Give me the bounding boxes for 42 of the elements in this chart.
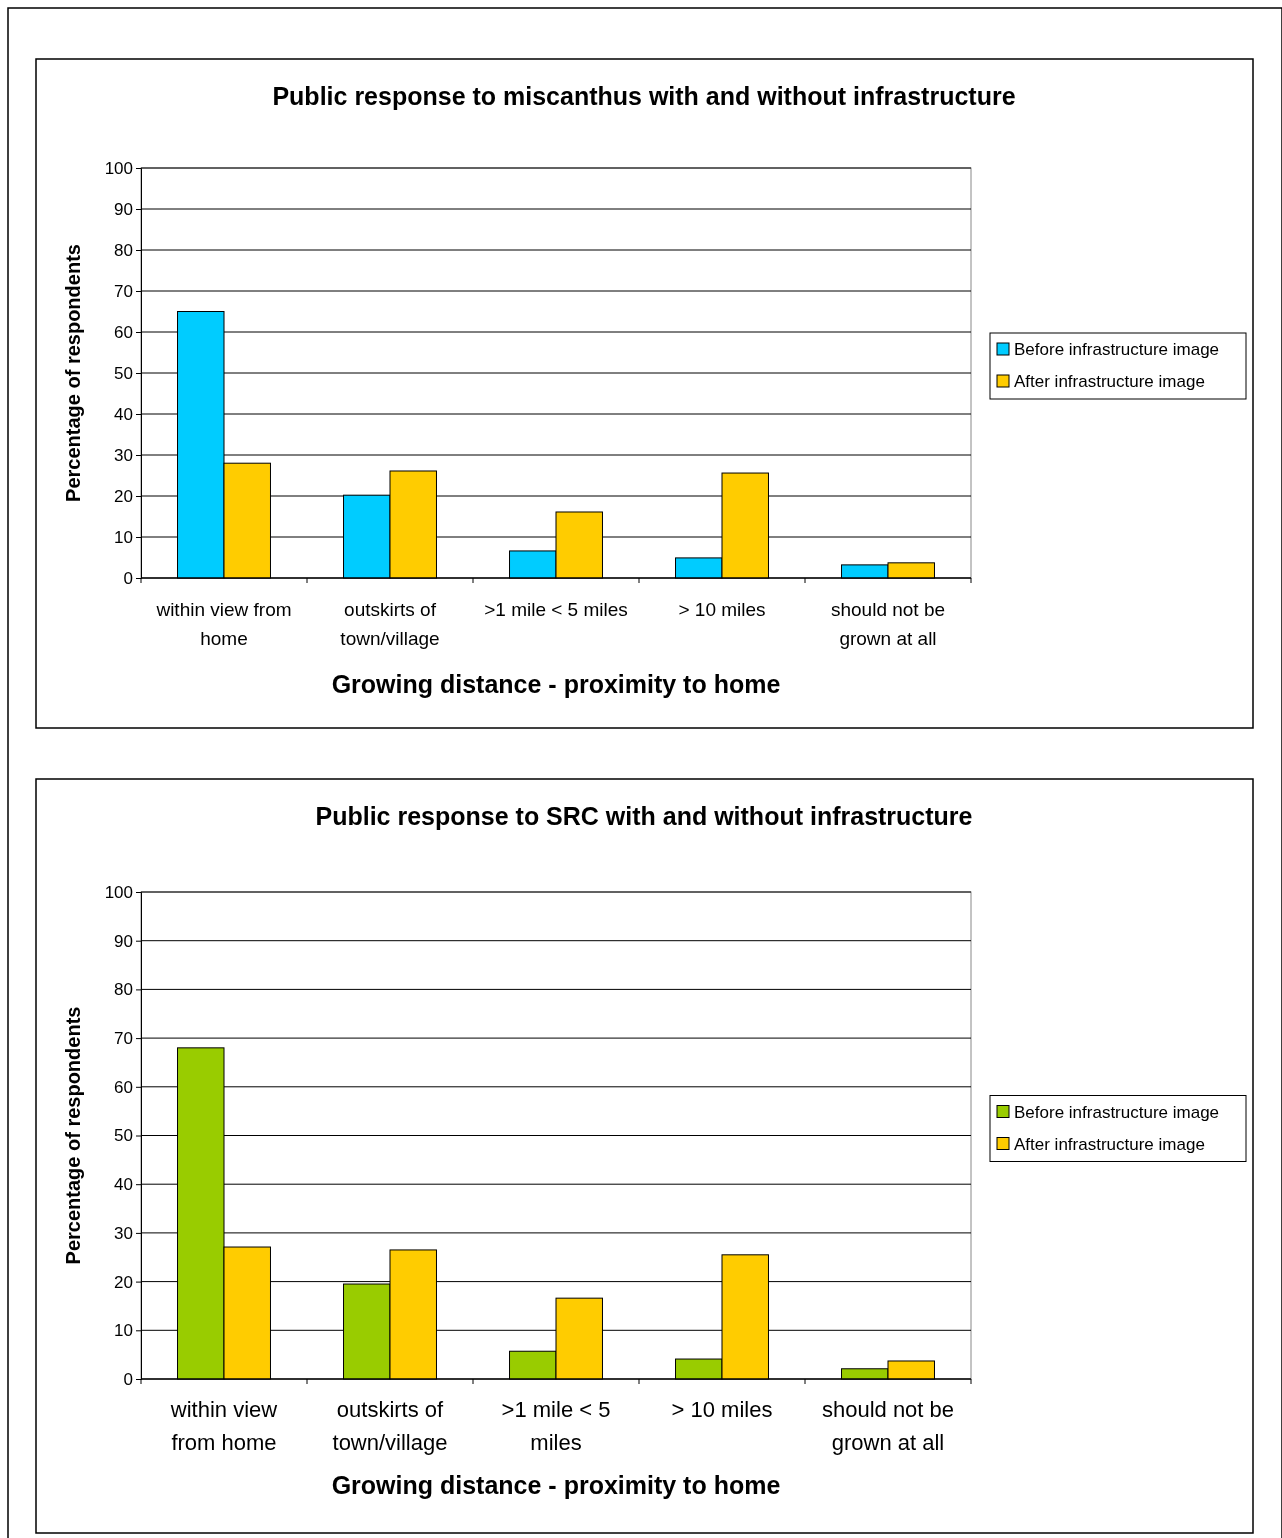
legend-label: After infrastructure image [1014,1134,1205,1154]
y-tick-label: 0 [123,1369,133,1389]
y-tick-label: 50 [114,363,133,383]
chart-title: Public response to SRC with and without infrastructure [315,802,973,830]
y-tick-label: 20 [114,486,133,506]
y-tick-label: 70 [114,281,133,301]
y-tick-label: 20 [114,1272,133,1292]
y-tick-label: 0 [123,568,133,588]
y-tick-label: 90 [114,931,133,951]
x-axis-title: Growing distance - proximity to home [331,1471,781,1499]
y-tick-label: 30 [114,445,133,465]
x-tick-label: >1 mile < 5 miles [484,599,628,620]
y-tick-label: 30 [114,1223,133,1243]
y-tick-label: 50 [114,1126,133,1146]
x-tick-label: should not be grown at all [830,599,946,649]
legend-label: Before infrastructure image [1014,1102,1220,1122]
y-axis-title: Percentage of respondents [62,244,84,502]
y-tick-label: 10 [114,1321,133,1341]
x-tick-label: outskirts of town/village [332,1397,448,1455]
x-tick-label: within view from home [155,599,292,649]
x-tick-label: > 10 miles [671,1397,773,1422]
y-tick-label: 10 [114,527,133,547]
y-tick-label: 60 [114,322,133,342]
x-tick-label: > 10 miles [678,599,766,620]
x-tick-label: outskirts of town/village [340,599,440,649]
y-tick-label: 100 [104,158,133,178]
y-tick-label: 100 [104,882,133,902]
y-tick-label: 60 [114,1077,133,1097]
y-tick-label: 70 [114,1029,133,1049]
y-axis-title: Percentage of respondents [62,1006,84,1265]
y-tick-label: 90 [114,199,133,219]
x-tick-label: within view from home [169,1397,278,1455]
y-tick-label: 80 [114,240,133,260]
y-tick-label: 40 [114,404,133,424]
legend-label: Before infrastructure image [1014,340,1220,359]
x-tick-label: >1 mile < 5 miles [501,1397,611,1455]
x-tick-label: should not be grown at all [821,1397,955,1455]
y-tick-label: 80 [114,980,133,1000]
legend-label: After infrastructure image [1014,372,1205,391]
chart-title: Public response to miscanthus with and without infrastructure [272,82,1016,110]
x-axis-title: Growing distance - proximity to home [331,670,781,698]
y-tick-label: 40 [114,1175,133,1195]
